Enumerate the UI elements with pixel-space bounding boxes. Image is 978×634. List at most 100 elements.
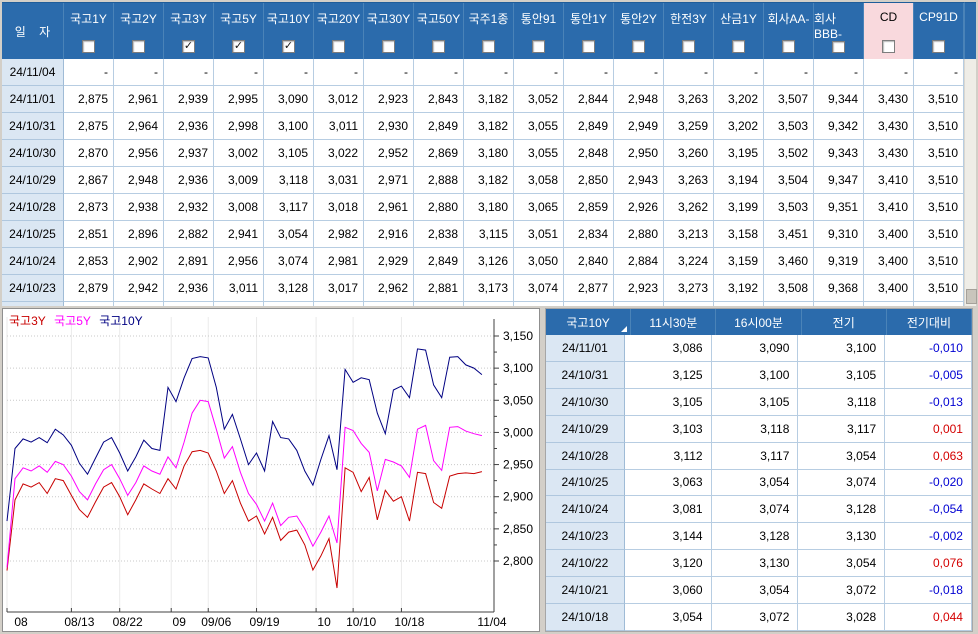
column-header-4[interactable]: 국고10Y✓ bbox=[264, 3, 314, 59]
value-cell: 3,202 bbox=[714, 113, 764, 140]
detail-column-1600[interactable]: 16시00분 bbox=[716, 309, 801, 335]
column-checkbox[interactable] bbox=[332, 40, 345, 53]
legend-ktb10y: 국고10Y bbox=[99, 314, 142, 328]
column-checkbox[interactable]: ✓ bbox=[182, 40, 195, 53]
date-cell[interactable]: 24/11/04 bbox=[2, 59, 64, 86]
table-row: 24/10/242,8532,9022,8912,9563,0742,9812,… bbox=[2, 248, 964, 275]
date-cell[interactable]: 24/10/21 bbox=[546, 577, 625, 604]
column-checkbox[interactable]: ✓ bbox=[282, 40, 295, 53]
value-cell-prev: 3,054 bbox=[798, 550, 885, 577]
column-header-11[interactable]: 통안2Y bbox=[614, 3, 664, 59]
detail-column-change[interactable]: 전기대비 bbox=[887, 309, 972, 335]
value-cell: 3,430 bbox=[864, 113, 914, 140]
date-cell[interactable]: 24/11/01 bbox=[2, 86, 64, 113]
date-cell[interactable]: 24/10/25 bbox=[2, 221, 64, 248]
value-cell-prev: 3,100 bbox=[798, 335, 885, 362]
date-cell[interactable]: 24/10/28 bbox=[546, 443, 625, 470]
date-cell[interactable]: 24/10/23 bbox=[546, 523, 625, 550]
value-cell: - bbox=[614, 59, 664, 86]
column-checkbox[interactable] bbox=[732, 40, 745, 53]
value-cell: 3,259 bbox=[664, 113, 714, 140]
value-cell-1600: 3,128 bbox=[712, 523, 799, 550]
value-cell: 2,916 bbox=[364, 221, 414, 248]
column-checkbox[interactable] bbox=[882, 40, 895, 53]
value-cell-1600: 3,100 bbox=[712, 362, 799, 389]
column-header-8[interactable]: 국주1종 bbox=[464, 3, 514, 59]
value-cell: 9,319 bbox=[814, 248, 864, 275]
value-cell: 3,105 bbox=[264, 140, 314, 167]
column-checkbox[interactable] bbox=[82, 40, 95, 53]
date-cell[interactable]: 24/10/25 bbox=[546, 470, 625, 497]
date-cell[interactable]: 24/10/24 bbox=[2, 248, 64, 275]
value-cell: 2,936 bbox=[164, 113, 214, 140]
date-cell[interactable]: 24/10/30 bbox=[546, 389, 625, 416]
column-checkbox[interactable] bbox=[832, 41, 845, 53]
date-cell[interactable]: 24/10/24 bbox=[546, 496, 625, 523]
scrollbar-thumb[interactable] bbox=[966, 289, 977, 304]
column-checkbox[interactable] bbox=[432, 40, 445, 53]
table-row: 24/11/012,8752,9612,9392,9953,0903,0122,… bbox=[2, 86, 964, 113]
column-checkbox[interactable]: ✓ bbox=[232, 40, 245, 53]
column-header-6[interactable]: 국고30Y bbox=[364, 3, 414, 59]
value-cell: - bbox=[464, 59, 514, 86]
value-cell: 3,022 bbox=[314, 140, 364, 167]
date-cell[interactable]: 24/10/29 bbox=[2, 167, 64, 194]
column-checkbox[interactable] bbox=[932, 40, 945, 53]
value-cell-1130: 3,060 bbox=[625, 577, 712, 604]
value-cell: 2,952 bbox=[364, 140, 414, 167]
y-axis-label: 2,850 bbox=[503, 522, 533, 536]
column-checkbox[interactable] bbox=[632, 40, 645, 53]
date-cell[interactable]: 24/10/22 bbox=[546, 550, 625, 577]
value-cell: 2,932 bbox=[164, 194, 214, 221]
detail-column-prev[interactable]: 전기 bbox=[802, 309, 887, 335]
column-checkbox[interactable] bbox=[132, 40, 145, 53]
column-header-5[interactable]: 국고20Y bbox=[314, 3, 364, 59]
date-cell[interactable]: 24/10/31 bbox=[546, 362, 625, 389]
value-cell: 2,851 bbox=[64, 221, 114, 248]
date-cell[interactable]: 24/10/28 bbox=[2, 194, 64, 221]
detail-column-1130[interactable]: 11시30분 bbox=[631, 309, 716, 335]
value-cell-prev: 3,117 bbox=[798, 416, 885, 443]
column-header-15[interactable]: 회사BBB- bbox=[814, 3, 864, 59]
value-cell-prev: 3,054 bbox=[798, 443, 885, 470]
column-header-0[interactable]: 국고1Y bbox=[64, 3, 114, 59]
vertical-scrollbar[interactable] bbox=[964, 2, 976, 306]
column-checkbox[interactable] bbox=[382, 40, 395, 53]
column-header-17[interactable]: CP91D bbox=[914, 3, 964, 59]
value-cell-1600: 3,090 bbox=[712, 335, 799, 362]
column-checkbox[interactable] bbox=[782, 40, 795, 53]
column-checkbox[interactable] bbox=[482, 40, 495, 53]
date-cell[interactable]: 24/10/30 bbox=[2, 140, 64, 167]
daily-rates-table: 일 자국고1Y국고2Y국고3Y✓국고5Y✓국고10Y✓국고20Y국고30Y국고5… bbox=[2, 2, 964, 306]
column-checkbox[interactable] bbox=[682, 40, 695, 53]
change-cell: -0,018 bbox=[885, 577, 972, 604]
date-cell[interactable]: 24/11/01 bbox=[546, 335, 625, 362]
date-cell[interactable]: 24/10/18 bbox=[546, 604, 625, 631]
date-cell[interactable]: 24/10/31 bbox=[2, 113, 64, 140]
column-header-2[interactable]: 국고3Y✓ bbox=[164, 3, 214, 59]
column-header-16[interactable]: CD bbox=[864, 3, 914, 59]
detail-column-ktb10y[interactable]: 국고10Y bbox=[546, 309, 631, 335]
date-cell[interactable]: 24/10/23 bbox=[2, 275, 64, 302]
column-header-14[interactable]: 회사AA- bbox=[764, 3, 814, 59]
column-header-7[interactable]: 국고50Y bbox=[414, 3, 464, 59]
value-cell: 2,995 bbox=[214, 86, 264, 113]
value-cell: 3,260 bbox=[664, 140, 714, 167]
column-checkbox[interactable] bbox=[582, 40, 595, 53]
detail-column-label: 국고10Y bbox=[566, 314, 609, 331]
value-cell-1600: 3,117 bbox=[712, 443, 799, 470]
column-header-10[interactable]: 통안1Y bbox=[564, 3, 614, 59]
value-cell bbox=[764, 302, 814, 306]
column-header-3[interactable]: 국고5Y✓ bbox=[214, 3, 264, 59]
column-header-13[interactable]: 산금1Y bbox=[714, 3, 764, 59]
value-cell: 2,849 bbox=[414, 113, 464, 140]
value-cell: 3,173 bbox=[464, 275, 514, 302]
column-header-12[interactable]: 한전3Y bbox=[664, 3, 714, 59]
column-checkbox[interactable] bbox=[532, 40, 545, 53]
column-header-9[interactable]: 통안91 bbox=[514, 3, 564, 59]
column-header-1[interactable]: 국고2Y bbox=[114, 3, 164, 59]
date-cell[interactable]: 24/10/29 bbox=[546, 416, 625, 443]
x-axis-label: 10 bbox=[317, 615, 331, 629]
value-cell-prev: 3,118 bbox=[798, 389, 885, 416]
scrollbar-track[interactable] bbox=[964, 59, 976, 306]
